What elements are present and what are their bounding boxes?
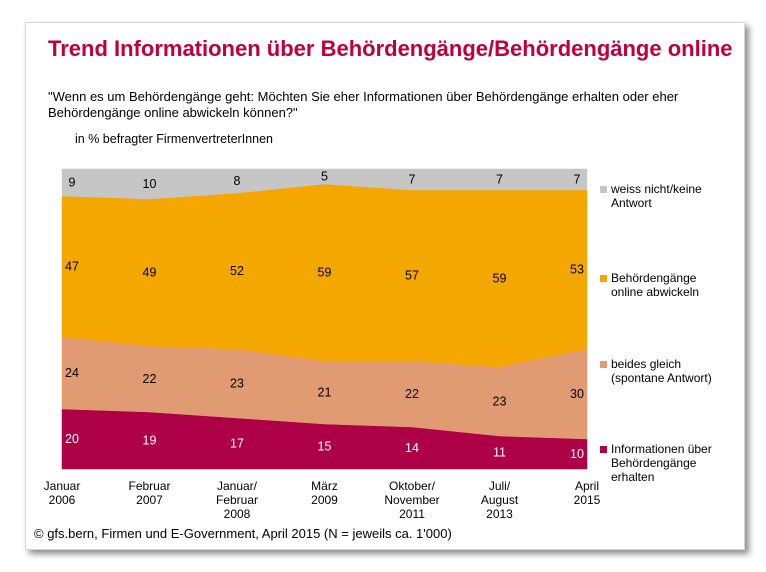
x-tick-label: Oktober/November 2011 [384,479,439,521]
x-tick-label: April 2015 [574,479,601,507]
data-label-online: 52 [230,264,244,278]
data-label-online: 49 [143,266,157,280]
area-wn [61,168,588,200]
data-label-wn: 7 [496,173,503,187]
data-label-wn: 9 [69,176,76,190]
data-label-beides: 24 [65,366,79,380]
legend-swatch-beides [600,361,607,368]
data-label-wn: 5 [321,170,328,184]
data-label-wn: 10 [143,177,157,191]
data-label-wn: 7 [574,173,581,187]
data-label-info: 19 [143,434,157,448]
survey-question: "Wenn es um Behördengänge geht: Möchten … [48,89,679,120]
data-label-info: 20 [65,432,79,446]
data-label-info: 17 [230,437,244,451]
data-label-beides: 23 [493,395,507,409]
legend-label-info: Informationen über Behördengänge erhalten [611,442,712,484]
data-label-info: 10 [570,447,584,461]
data-label-info: 15 [318,440,332,454]
data-label-online: 53 [570,263,584,277]
data-label-wn: 8 [234,174,241,188]
legend-swatch-online [600,275,607,282]
data-label-wn: 7 [409,173,416,187]
data-label-info: 14 [405,441,419,455]
data-label-online: 57 [405,269,419,283]
x-tick-label: Januar 2006 [44,479,81,507]
x-tick-label: Februar 2007 [128,479,170,507]
legend-swatch-info [600,446,607,453]
legend-label-beides: beides gleich (spontane Antwort) [611,357,712,385]
data-label-beides: 22 [143,372,157,386]
unit-label: in % befragter FirmenvertreterInnen [75,132,274,146]
source-note: © gfs.bern, Firmen und E-Government, Apr… [34,526,452,541]
data-label-beides: 23 [230,377,244,391]
data-label-online: 59 [318,266,332,280]
data-label-beides: 22 [405,387,419,401]
x-tick-label: März 2009 [311,479,338,507]
legend-label-wn: weiss nicht/keine Antwort [610,182,702,210]
legend-swatch-wn [600,186,607,193]
data-label-beides: 21 [318,386,332,400]
legend-label-online: Behördengänge online abwickeln [611,271,699,299]
chart-title: Trend Informationen über Behördengänge/B… [48,36,733,61]
data-label-info: 11 [493,446,506,460]
x-tick-label: Juli/August 2013 [481,479,519,521]
x-tick-label: Januar/Februar 2008 [216,479,258,521]
data-label-beides: 30 [570,387,584,401]
data-label-online: 47 [65,260,79,274]
data-label-online: 59 [493,272,507,286]
